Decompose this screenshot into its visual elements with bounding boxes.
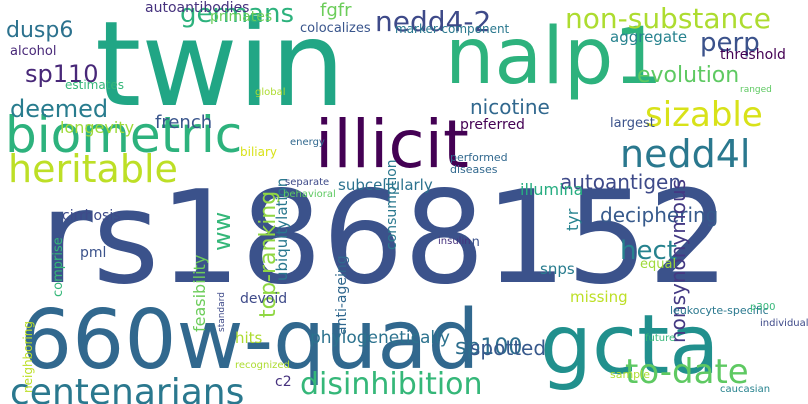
word-cloud-term: deciphering <box>600 203 719 227</box>
word-cloud-term: sp100 <box>455 335 523 360</box>
word-cloud-term: ww <box>208 212 236 252</box>
word-cloud-term: spotted <box>470 336 547 360</box>
word-cloud-term: rs1868152 <box>40 164 730 313</box>
word-cloud-term: individual <box>760 318 808 329</box>
word-cloud-term: behavioral <box>283 189 336 200</box>
word-cloud-term: fgfr <box>320 0 352 21</box>
word-cloud-term: snps <box>540 260 575 278</box>
word-cloud-term: gcta <box>540 298 720 393</box>
word-cloud-term: heritable <box>8 147 178 191</box>
word-cloud-term: ion <box>460 235 480 250</box>
word-cloud-term: nalp1 <box>445 12 664 102</box>
word-cloud-term: equal <box>640 257 677 272</box>
word-cloud-term: sp110 <box>25 60 99 88</box>
word-cloud-term: to-date <box>625 352 749 392</box>
word-cloud-term: performed <box>450 151 508 164</box>
word-cloud-term: centenarians <box>10 372 245 404</box>
word-cloud-term: sizable <box>645 95 763 135</box>
word-cloud-term: hits <box>235 329 263 347</box>
word-cloud-term: leukocyte-specific <box>670 304 769 317</box>
word-cloud-term: longevity <box>60 118 135 137</box>
word-cloud-term: anti-ageing <box>334 255 350 335</box>
word-cloud-term: sample <box>610 368 650 381</box>
word-cloud-term: global <box>255 87 286 98</box>
word-cloud-term: illicit <box>315 106 469 183</box>
word-cloud-term: aggregate <box>610 28 688 46</box>
word-cloud-term: nedd4-2 <box>375 5 492 38</box>
word-cloud-term: illumina <box>520 180 584 199</box>
word-cloud-term: non-substance <box>565 2 771 35</box>
word-cloud-term: biometric <box>5 106 243 164</box>
word-cloud-term: comprise <box>51 237 66 298</box>
word-cloud-term: deemed <box>10 95 109 123</box>
word-cloud-term: colocalizes <box>300 21 371 36</box>
word-cloud-term: diseases <box>450 163 498 176</box>
word-cloud-term: germans <box>180 0 295 29</box>
word-cloud-term: perp <box>700 28 760 58</box>
word-cloud-term: hect <box>620 236 677 266</box>
word-cloud-term: twin <box>95 0 346 133</box>
word-cloud-term: c2 <box>275 374 292 390</box>
word-cloud-term: consumption <box>384 159 400 250</box>
word-cloud-term: evolution <box>637 63 740 88</box>
word-cloud-term: dusp6 <box>6 18 74 43</box>
word-cloud-term: disinhibition <box>300 367 483 402</box>
word-cloud-term: primates <box>210 9 273 25</box>
word-cloud-term: phylogenetically <box>310 328 450 348</box>
word-cloud-term: pml <box>80 245 107 261</box>
word-cloud-term: standard <box>217 291 227 332</box>
word-cloud-term: recognized <box>235 360 290 371</box>
word-cloud-term: nedd4l <box>620 132 751 176</box>
word-cloud-term: future <box>645 333 676 344</box>
word-cloud-term: caucasian <box>720 384 771 395</box>
word-cloud-term: biliary <box>240 145 278 159</box>
word-cloud-term: alcohol <box>10 44 57 59</box>
word-cloud-term: separate <box>285 177 330 188</box>
word-cloud-term: cirrhosis <box>62 208 121 224</box>
word-cloud-term: tyr <box>563 209 582 232</box>
word-cloud-term: nicotine <box>470 95 550 119</box>
word-cloud-term: feasibility <box>190 254 209 332</box>
word-cloud-term: ranged <box>740 85 772 95</box>
word-cloud-term: preferred <box>460 117 525 133</box>
word-cloud-term: threshold <box>720 47 786 63</box>
word-cloud-term: french <box>155 112 213 133</box>
word-cloud-term: autoantigen <box>560 170 682 194</box>
word-cloud-term: estimates <box>65 78 125 92</box>
word-cloud-term: 660w-quad <box>20 293 480 388</box>
word-cloud-term: autoantibodies <box>145 0 250 16</box>
word-cloud-term: insulin <box>438 236 471 247</box>
word-cloud-term: marker-component <box>395 22 510 36</box>
word-cloud-term: missing <box>570 288 628 306</box>
word-cloud-term: energy <box>290 137 325 148</box>
word-cloud-term: subcellularly <box>338 176 433 194</box>
word-cloud-term: neighboring <box>21 320 35 393</box>
word-cloud-term: p300 <box>750 302 776 313</box>
word-cloud-term: devoid <box>240 291 288 307</box>
word-cloud-term: largest <box>610 116 655 131</box>
